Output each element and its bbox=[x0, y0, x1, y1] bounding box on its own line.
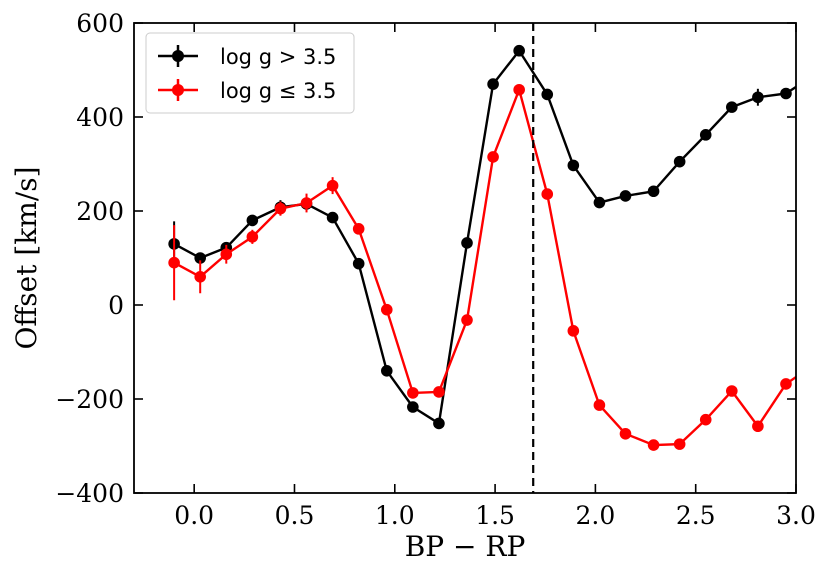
x-tick-label: 1.5 bbox=[475, 501, 515, 530]
data-point bbox=[593, 399, 606, 411]
data-point bbox=[220, 248, 233, 261]
data-point bbox=[699, 129, 712, 141]
data-point bbox=[541, 188, 554, 200]
x-tick-label: 2.0 bbox=[576, 501, 616, 530]
series-line bbox=[173, 88, 796, 447]
data-point bbox=[300, 197, 313, 209]
data-point bbox=[194, 271, 206, 283]
data-point bbox=[487, 78, 499, 90]
series-1 bbox=[168, 83, 818, 451]
data-point bbox=[461, 314, 473, 326]
data-point bbox=[752, 420, 764, 433]
y-axis-title: Offset [km/s] bbox=[10, 166, 43, 349]
x-tick-label: 0.5 bbox=[275, 501, 315, 530]
data-point bbox=[274, 202, 287, 215]
legend-entry-high-gravity: log g > 3.5 bbox=[158, 45, 336, 69]
data-point bbox=[752, 91, 764, 104]
x-tick-label: 3.0 bbox=[776, 501, 816, 530]
data-point bbox=[352, 257, 365, 270]
data-point bbox=[194, 252, 206, 264]
data-point bbox=[513, 83, 525, 96]
legend-entry-low-gravity: log g ≤ 3.5 bbox=[158, 79, 336, 103]
data-point bbox=[619, 190, 632, 202]
data-point bbox=[780, 87, 792, 100]
y-tick-label: −400 bbox=[55, 479, 124, 508]
data-point bbox=[407, 401, 419, 413]
data-point bbox=[726, 385, 738, 397]
data-point bbox=[380, 303, 393, 316]
legend-box bbox=[145, 32, 355, 114]
data-point bbox=[593, 196, 606, 209]
x-tick-label: 1.0 bbox=[375, 501, 415, 530]
y-tick-label: 600 bbox=[76, 9, 124, 38]
data-point bbox=[673, 438, 686, 450]
legend: log g > 3.5 log g ≤ 3.5 bbox=[145, 32, 355, 114]
data-point bbox=[513, 44, 525, 57]
data-point bbox=[326, 179, 339, 192]
data-point bbox=[433, 386, 445, 398]
y-tick-label: 200 bbox=[76, 197, 124, 226]
x-axis-title: BP − RP bbox=[405, 530, 526, 563]
data-point bbox=[352, 223, 365, 235]
data-point bbox=[326, 211, 339, 224]
legend-label-high-gravity: log g > 3.5 bbox=[220, 45, 336, 69]
legend-marker-high-gravity bbox=[172, 50, 184, 62]
data-point bbox=[407, 387, 419, 399]
data-point bbox=[168, 256, 180, 269]
data-point bbox=[647, 439, 660, 451]
y-tick-label: −200 bbox=[55, 385, 124, 414]
data-point bbox=[806, 71, 818, 83]
data-point bbox=[487, 151, 499, 163]
data-point bbox=[619, 427, 632, 440]
y-tick-label: 0 bbox=[108, 291, 124, 320]
data-point bbox=[806, 360, 818, 372]
x-tick-label: 2.5 bbox=[676, 501, 716, 530]
data-point bbox=[726, 101, 738, 113]
data-point bbox=[246, 214, 259, 227]
data-point bbox=[461, 237, 473, 249]
data-point bbox=[567, 159, 580, 172]
data-point bbox=[380, 365, 393, 377]
legend-marker-low-gravity bbox=[172, 84, 184, 96]
legend-label-low-gravity: log g ≤ 3.5 bbox=[220, 79, 336, 103]
plot-frame bbox=[133, 22, 797, 494]
data-point bbox=[699, 413, 712, 426]
data-point bbox=[567, 325, 580, 337]
data-point bbox=[246, 231, 259, 243]
data-point bbox=[780, 378, 792, 390]
x-tick-label: 0.0 bbox=[174, 501, 214, 530]
data-point bbox=[541, 88, 554, 101]
data-point bbox=[433, 417, 445, 430]
data-point bbox=[673, 155, 686, 168]
y-tick-label: 400 bbox=[76, 103, 124, 132]
data-point bbox=[647, 185, 660, 198]
